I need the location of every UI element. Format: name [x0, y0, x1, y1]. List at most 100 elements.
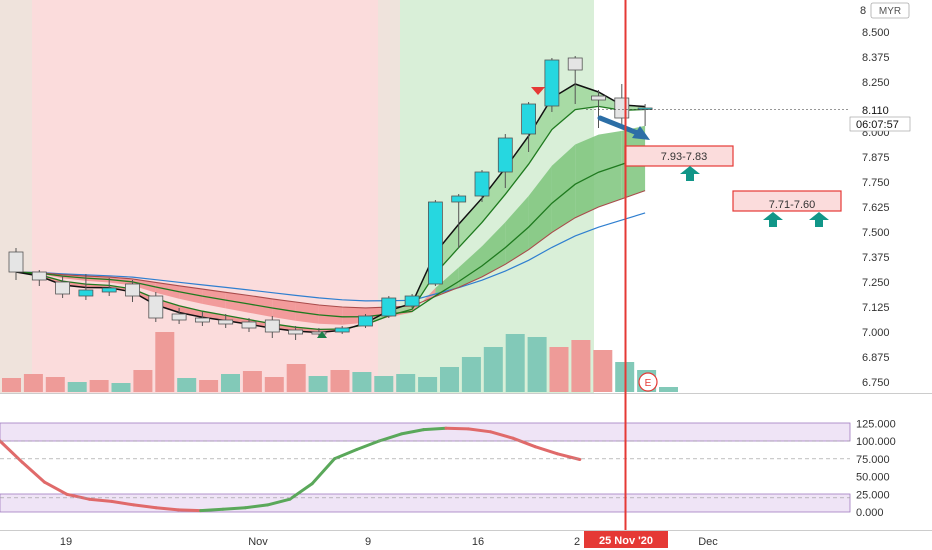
volume-bar: [505, 334, 525, 392]
candle-body: [591, 95, 606, 101]
volume-bar: [177, 378, 197, 392]
time-tick-label: 2: [574, 536, 580, 548]
forecast-arrow: [597, 115, 650, 140]
target-zone-1-label: 7.93-7.83: [661, 151, 707, 163]
candle-body: [334, 327, 350, 333]
volume-bar: [461, 357, 481, 392]
last-price-label: 8.110: [862, 105, 889, 117]
price-axis[interactable]: 8.5008.3758.2508.0007.8757.7507.6257.500…: [862, 27, 890, 389]
price-tick-label: 8.250: [862, 77, 890, 89]
ma-brown-line: [15, 190, 646, 309]
volume-bar: [89, 380, 109, 392]
candle-body: [381, 297, 397, 317]
candle-body: [31, 271, 47, 281]
event-marker[interactable]: E: [638, 372, 658, 392]
oscillator-segment: [65, 492, 91, 501]
price-tick-label: 8.375: [862, 52, 890, 64]
oscillator-segment: [489, 430, 515, 440]
oscillator-segment: [110, 499, 136, 507]
oscillator-segment: [422, 426, 448, 432]
volume-bar: [549, 347, 569, 392]
oscillator-tick-label: 50.000: [856, 472, 890, 484]
time-axis[interactable]: 19 Nov 9 16 2 Dec: [60, 536, 718, 548]
target-zone-2: [732, 190, 842, 212]
volume-bar: [659, 387, 678, 392]
oscillator-segment: [444, 426, 470, 431]
oscillator-segment: [266, 497, 292, 507]
signal-markers: [317, 87, 545, 338]
candle-body: [8, 251, 24, 273]
target-zone-2-label: 7.71-7.60: [769, 199, 815, 211]
volume-bar: [45, 377, 65, 392]
event-marker-circle[interactable]: [638, 372, 658, 392]
volume-bar: [593, 350, 613, 392]
oscillator-segment: [132, 503, 158, 510]
price-tick-label: 7.875: [862, 152, 890, 164]
volume-bar: [133, 370, 153, 392]
volume-bar: [221, 374, 240, 392]
price-tick-label: 6.750: [862, 377, 890, 389]
oscillator-segment: [221, 506, 247, 511]
oscillator-segment: [87, 497, 113, 503]
slow-cloud: [179, 285, 203, 304]
ma-green-line: [15, 155, 646, 318]
slow-cloud: [528, 165, 552, 250]
oscillator-segment: [466, 427, 493, 434]
fast-cloud: [505, 136, 529, 195]
volume-bar: [111, 383, 131, 392]
bearish-zone: [32, 0, 378, 393]
cursor-date-badge: 25 Nov '20: [584, 531, 668, 548]
oscillator-tick-label: 25.000: [856, 489, 890, 501]
candle-body: [148, 295, 164, 319]
oscillator-segment: [243, 503, 270, 510]
countdown-box: [849, 116, 911, 132]
oscillator-segment: [533, 445, 559, 456]
oscillator-segment: [333, 448, 359, 461]
volume-bar: [418, 377, 438, 392]
fast-cloud: [202, 311, 226, 321]
slow-cloud: [318, 305, 343, 325]
oscillator-segment: [176, 508, 203, 513]
slow-cloud: [575, 134, 599, 218]
oscillator-tick-label: 75.000: [856, 454, 890, 466]
candle-body: [521, 103, 536, 135]
moving-averages: [15, 83, 646, 334]
up-arrow-icon: [763, 212, 783, 227]
candle-body: [241, 321, 257, 329]
oscillator-tick-label: 0.000: [856, 507, 884, 519]
slow-cloud: [505, 196, 529, 265]
price-tick-label: 7.625: [862, 202, 890, 214]
candle-body: [474, 171, 490, 197]
candle-body: [101, 287, 117, 293]
oscillator-bands: [0, 422, 851, 513]
oscillator-segment: [288, 482, 314, 501]
oscillator-segment: [377, 432, 403, 443]
volume-bar: [571, 340, 591, 392]
volume-bar: [330, 370, 350, 392]
candle-body: [497, 137, 513, 173]
candle-body: [55, 281, 70, 295]
up-arrow-icon: [680, 166, 700, 181]
time-tick-label: Dec: [698, 536, 718, 548]
volume-bar: [242, 371, 262, 392]
candle-body: [427, 201, 443, 285]
buy-signal-arrow-icon: [317, 331, 327, 338]
price-tick-label: 7.250: [862, 277, 890, 289]
oscillator-axis[interactable]: 125.000 100.000 75.000 50.000 25.000 0.000: [856, 418, 896, 519]
candle-body: [358, 315, 373, 327]
price-tick-label: 7.500: [862, 227, 890, 239]
price-tick-label: 7.750: [862, 177, 890, 189]
oversold-band: [0, 493, 851, 513]
candle-body: [218, 319, 234, 325]
candle-body: [567, 57, 583, 71]
candle-body: [264, 319, 280, 333]
oscillator-segment: [355, 439, 381, 451]
slow-cloud: [132, 278, 156, 293]
price-tick-label: 7.000: [862, 327, 890, 339]
candle-body: [194, 317, 210, 323]
time-tick-label: Nov: [248, 536, 268, 548]
volume-bar: [67, 382, 87, 392]
last-price-marker: 8.110 06:07:57: [586, 105, 911, 132]
volume-bar: [264, 377, 284, 392]
